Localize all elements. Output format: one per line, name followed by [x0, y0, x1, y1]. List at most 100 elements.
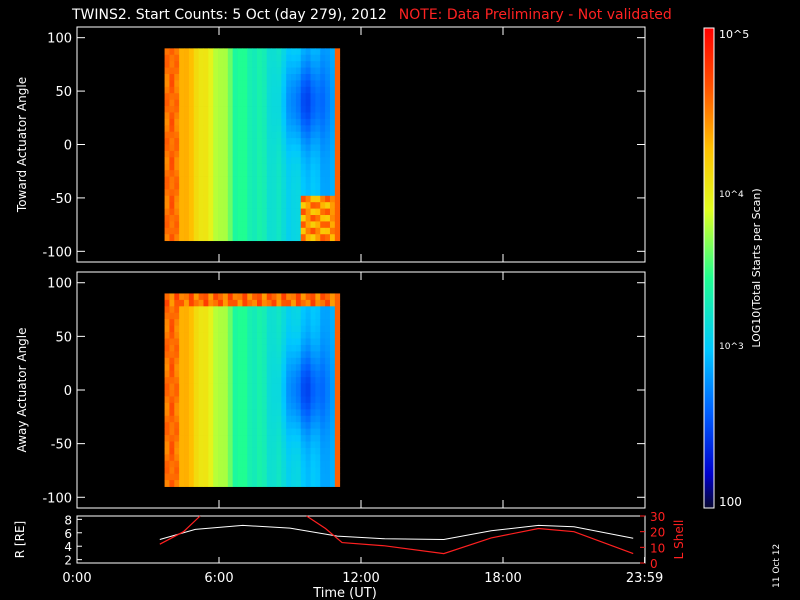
- heatmap-cell: [242, 106, 248, 113]
- heatmap-cell: [198, 144, 204, 152]
- heatmap-cell: [242, 370, 248, 378]
- heatmap-cell: [271, 306, 277, 314]
- heatmap-cell: [193, 460, 200, 468]
- heatmap-cell: [325, 312, 331, 320]
- heatmap-cell: [222, 402, 229, 410]
- heatmap-cell: [193, 195, 200, 203]
- heatmap-cell: [271, 170, 277, 177]
- heatmap-cell: [227, 227, 234, 235]
- heatmap-cell: [276, 370, 282, 378]
- heatmap-cell: [169, 402, 175, 410]
- heatmap-cell: [227, 390, 234, 397]
- heatmap-cell: [242, 54, 248, 62]
- heatmap-cell: [164, 208, 170, 216]
- heatmap-cell: [257, 195, 263, 203]
- heatmap-cell: [208, 396, 214, 404]
- heatmap-cell: [266, 182, 272, 190]
- heatmap-cell: [222, 150, 229, 158]
- heatmap-cell: [227, 202, 234, 209]
- heatmap-cell: [222, 390, 229, 397]
- heatmap-cell: [174, 54, 180, 62]
- heatmap-cell: [257, 480, 263, 487]
- heatmap-cell: [252, 99, 258, 107]
- heatmap-cell: [271, 125, 277, 133]
- heatmap-cell: [257, 447, 263, 455]
- y-tick-label: 50: [55, 85, 72, 100]
- heatmap-cell: [305, 357, 311, 365]
- heatmap-cell: [169, 422, 175, 430]
- heatmap-cell: [222, 383, 229, 391]
- heatmap-cell: [320, 447, 326, 455]
- heatmap-cell: [193, 441, 200, 449]
- heatmap-cell: [232, 454, 238, 462]
- heatmap-cell: [315, 299, 321, 307]
- heatmap-cell: [300, 447, 307, 455]
- heatmap-cell: [295, 182, 302, 190]
- heatmap-cell: [257, 473, 263, 481]
- heatmap-cell: [232, 48, 238, 56]
- heatmap-cell: [232, 402, 238, 410]
- heatmap-cell: [305, 428, 311, 436]
- heatmap-cell: [261, 435, 268, 442]
- heatmap-cell: [310, 208, 316, 216]
- heatmap-cell: [242, 150, 248, 158]
- heatmap-cell: [257, 409, 263, 417]
- heatmap-cell: [252, 131, 258, 139]
- heatmap-cell: [222, 215, 229, 222]
- heatmap-cell: [310, 163, 316, 171]
- heatmap-cell: [325, 195, 331, 203]
- heatmap-cell: [222, 74, 229, 81]
- heatmap-cell: [242, 163, 248, 171]
- heatmap-cell: [320, 131, 326, 139]
- heatmap-cell: [315, 131, 321, 139]
- heatmap-cell: [281, 202, 287, 209]
- heatmap-cell: [222, 422, 229, 430]
- heatmap-cell: [193, 176, 200, 184]
- heatmap-cell: [227, 150, 234, 158]
- heatmap-cell: [286, 293, 292, 301]
- heatmap-cell: [257, 74, 263, 81]
- heatmap-cell: [266, 306, 272, 314]
- heatmap-cell: [315, 428, 321, 436]
- heatmap-cell: [310, 61, 316, 68]
- heatmap-cell: [310, 415, 316, 423]
- heatmap-cell: [334, 157, 341, 165]
- heatmap-cell: [247, 163, 253, 171]
- heatmap-cell: [281, 402, 287, 410]
- heatmap-cell: [305, 208, 311, 216]
- heatmap-cell: [193, 157, 200, 165]
- heatmap-cell: [257, 67, 263, 75]
- heatmap-cell: [291, 215, 297, 222]
- heatmap-cell: [271, 48, 277, 56]
- heatmap-cell: [237, 338, 243, 346]
- heatmap-cell: [174, 48, 180, 56]
- heatmap-cell: [310, 93, 316, 101]
- heatmap-cell: [218, 377, 224, 384]
- heatmap-cell: [198, 61, 204, 68]
- heatmap-cell: [266, 299, 272, 307]
- heatmap-cell: [300, 454, 307, 462]
- heatmap-cell: [261, 312, 268, 320]
- date-stamp: 11 Oct 12: [772, 543, 782, 588]
- heatmap-cell: [164, 144, 170, 152]
- heatmap-cell: [247, 338, 253, 346]
- heatmap-cell: [252, 473, 258, 481]
- heatmap-cell: [252, 176, 258, 184]
- heatmap-cell: [218, 293, 224, 301]
- heatmap-cell: [198, 293, 204, 301]
- heatmap-cell: [218, 299, 224, 307]
- heatmap-cell: [315, 467, 321, 475]
- heatmap-cell: [276, 189, 282, 197]
- heatmap-cell: [188, 150, 195, 158]
- heatmap-cell: [295, 112, 302, 120]
- heatmap-cell: [213, 67, 219, 75]
- heatmap-cell: [222, 319, 229, 327]
- heatmap-cell: [325, 54, 331, 62]
- heatmap-cell: [329, 447, 336, 455]
- heatmap-cell: [232, 234, 238, 242]
- heatmap-cell: [232, 435, 238, 442]
- heatmap-cell: [295, 377, 302, 384]
- heatmap-cell: [242, 447, 248, 455]
- heatmap-cell: [300, 480, 307, 487]
- heatmap-cell: [169, 93, 175, 101]
